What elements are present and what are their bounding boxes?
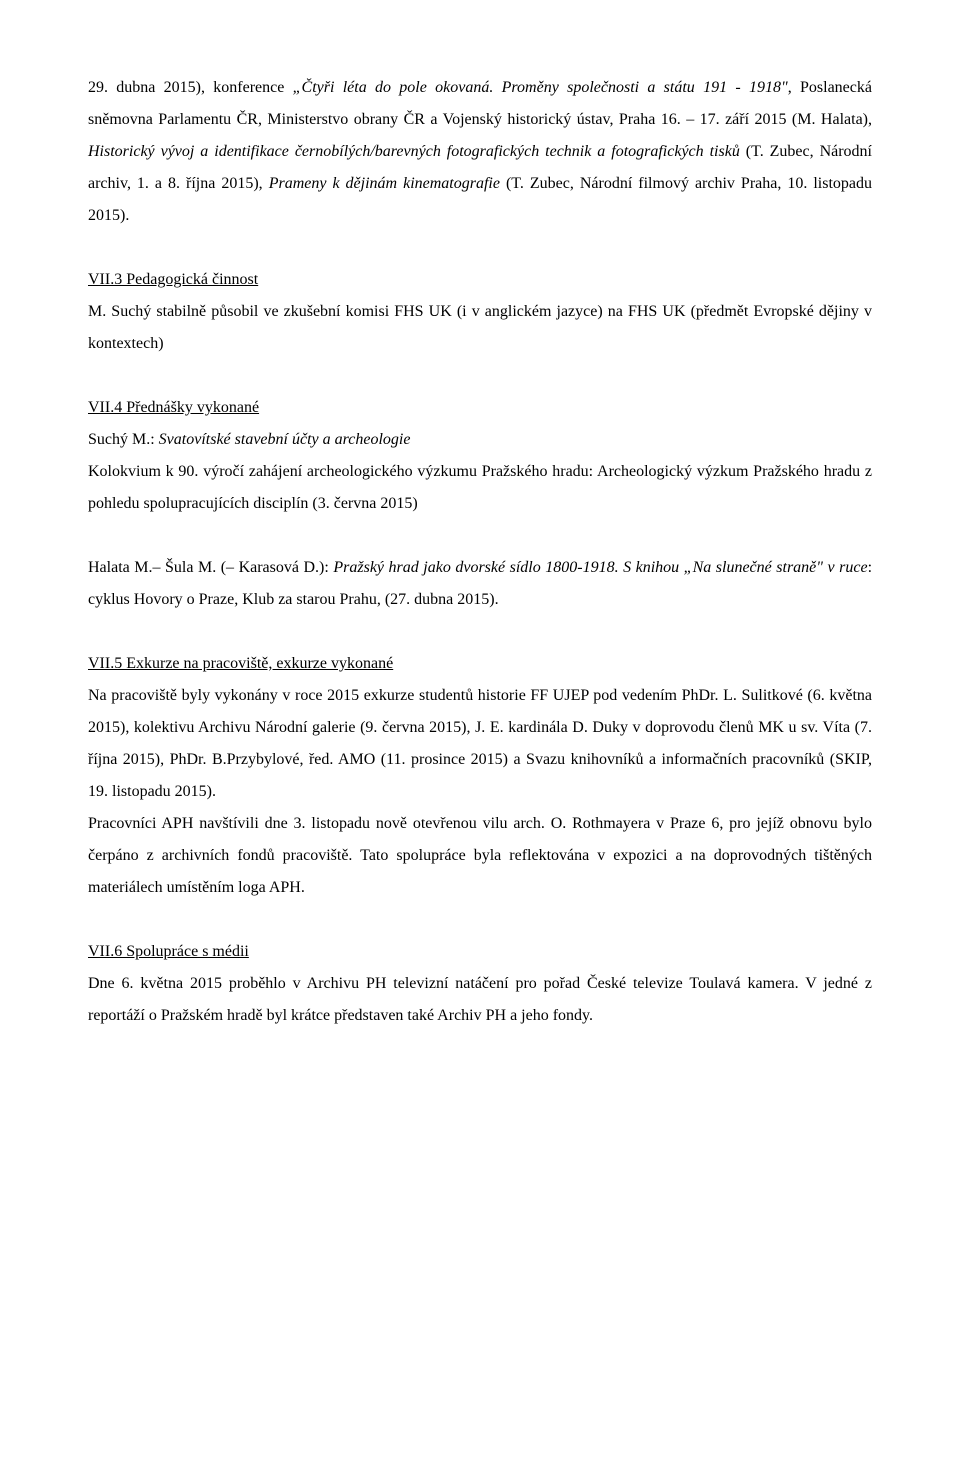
heading-vii4: VII.4 Přednášky vykonané [88, 392, 872, 424]
text-italic: Prameny k dějinám kinematografie [269, 175, 500, 192]
heading-vii3: VII.3 Pedagogická činnost [88, 264, 872, 296]
paragraph-vii4c: Halata M.– Šula M. (– Karasová D.): Praž… [88, 552, 872, 616]
text-italic: Pražský hrad jako dvorské sídlo 1800-191… [333, 559, 867, 576]
paragraph-vii4a: Suchý M.: Svatovítské stavební účty a ar… [88, 424, 872, 456]
paragraph-vii5a: Na pracoviště byly vykonány v roce 2015 … [88, 680, 872, 808]
paragraph-vii6: Dne 6. května 2015 proběhlo v Archivu PH… [88, 968, 872, 1032]
paragraph-vii5b: Pracovníci APH navštívili dne 3. listopa… [88, 808, 872, 904]
text: Suchý M.: [88, 431, 159, 448]
text: 29. dubna 2015), konference [88, 79, 293, 96]
text-italic: Historický vývoj a identifikace černobíl… [88, 143, 740, 160]
text: Halata M.– Šula M. (– Karasová D.): [88, 559, 333, 576]
heading-vii6: VII.6 Spolupráce s médii [88, 936, 872, 968]
paragraph-intro: 29. dubna 2015), konference „Čtyři léta … [88, 72, 872, 232]
paragraph-vii3: M. Suchý stabilně působil ve zkušební ko… [88, 296, 872, 360]
heading-vii5: VII.5 Exkurze na pracoviště, exkurze vyk… [88, 648, 872, 680]
text-italic: Svatovítské stavební účty a archeologie [159, 431, 411, 448]
paragraph-vii4b: Kolokvium k 90. výročí zahájení archeolo… [88, 456, 872, 520]
text-italic: „Čtyři léta do pole okovaná. Proměny spo… [293, 79, 788, 96]
